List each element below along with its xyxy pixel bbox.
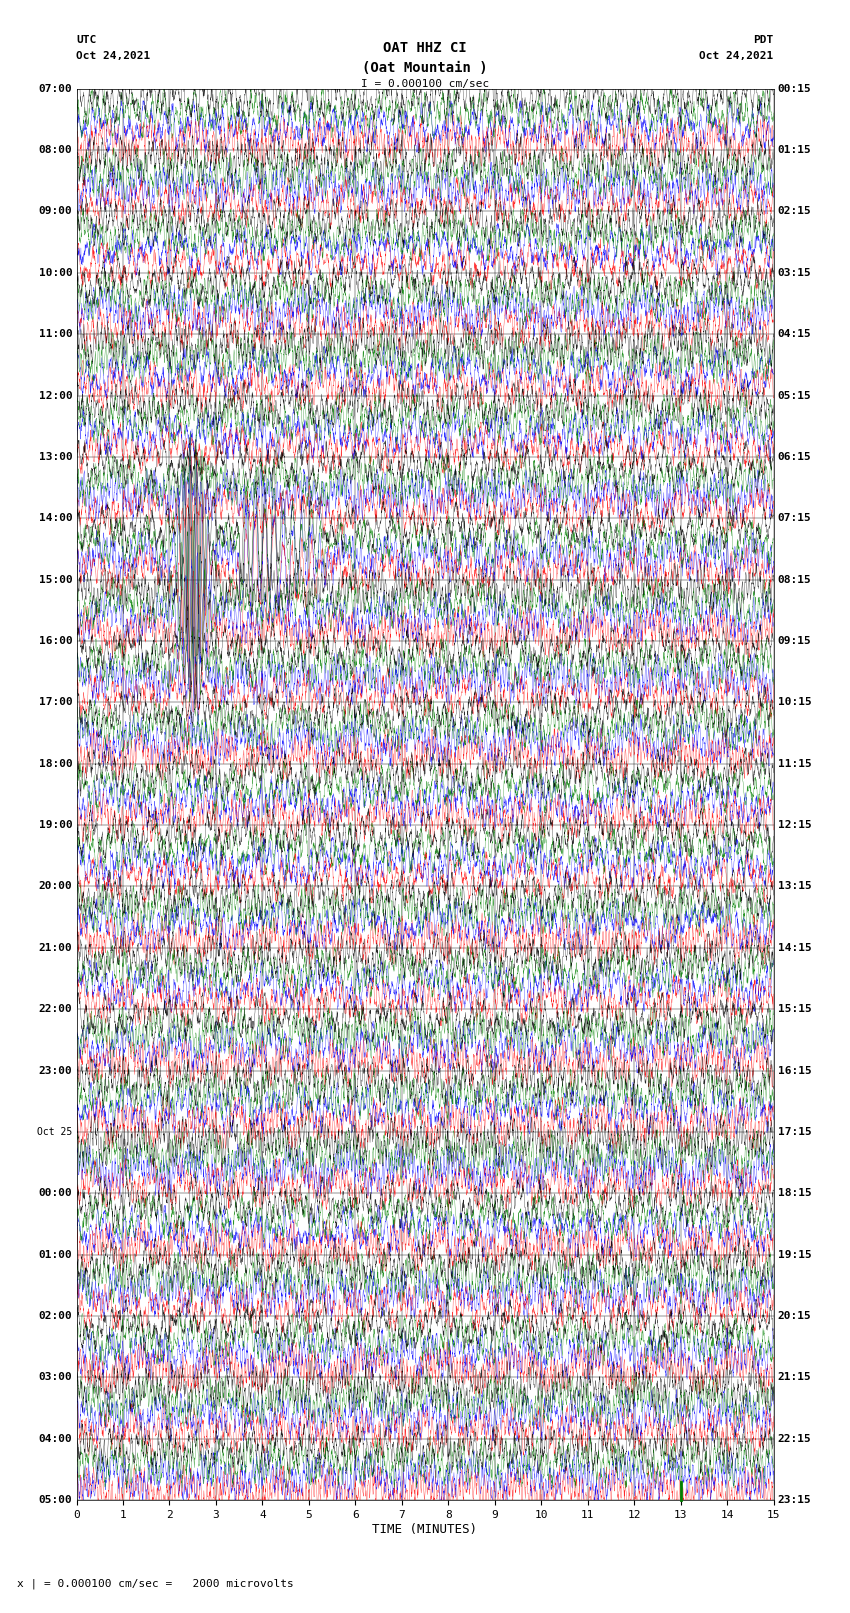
Text: 22:00: 22:00 [38, 1005, 72, 1015]
Text: 14:00: 14:00 [38, 513, 72, 523]
Text: 07:00: 07:00 [38, 84, 72, 94]
Text: 18:15: 18:15 [778, 1189, 812, 1198]
Text: 18:00: 18:00 [38, 758, 72, 769]
Text: 10:15: 10:15 [778, 697, 812, 708]
Text: 19:00: 19:00 [38, 819, 72, 831]
Text: 21:15: 21:15 [778, 1373, 812, 1382]
Text: Oct 25: Oct 25 [37, 1127, 72, 1137]
Text: 10:00: 10:00 [38, 268, 72, 277]
Text: 19:15: 19:15 [778, 1250, 812, 1260]
Text: 20:15: 20:15 [778, 1311, 812, 1321]
Text: 05:15: 05:15 [778, 390, 812, 400]
Text: OAT HHZ CI: OAT HHZ CI [383, 42, 467, 55]
Text: 00:00: 00:00 [38, 1189, 72, 1198]
Text: (Oat Mountain ): (Oat Mountain ) [362, 61, 488, 74]
Text: 21:00: 21:00 [38, 944, 72, 953]
Text: 17:00: 17:00 [38, 697, 72, 708]
Text: 03:00: 03:00 [38, 1373, 72, 1382]
Text: Oct 24,2021: Oct 24,2021 [700, 52, 774, 61]
Text: 02:15: 02:15 [778, 206, 812, 216]
Text: I = 0.000100 cm/sec: I = 0.000100 cm/sec [361, 79, 489, 89]
Text: 02:00: 02:00 [38, 1311, 72, 1321]
Text: 08:15: 08:15 [778, 574, 812, 584]
Text: 00:15: 00:15 [778, 84, 812, 94]
Text: 08:00: 08:00 [38, 145, 72, 155]
Text: 09:15: 09:15 [778, 636, 812, 645]
Text: 04:15: 04:15 [778, 329, 812, 339]
Text: 20:00: 20:00 [38, 881, 72, 892]
Text: 11:15: 11:15 [778, 758, 812, 769]
Text: 16:00: 16:00 [38, 636, 72, 645]
Text: 01:00: 01:00 [38, 1250, 72, 1260]
X-axis label: TIME (MINUTES): TIME (MINUTES) [372, 1523, 478, 1536]
Text: 11:00: 11:00 [38, 329, 72, 339]
Text: 05:00: 05:00 [38, 1495, 72, 1505]
Text: 15:00: 15:00 [38, 574, 72, 584]
Text: 12:15: 12:15 [778, 819, 812, 831]
Text: PDT: PDT [753, 35, 774, 45]
Text: 06:15: 06:15 [778, 452, 812, 461]
Text: 17:15: 17:15 [778, 1127, 812, 1137]
Text: 12:00: 12:00 [38, 390, 72, 400]
Text: UTC: UTC [76, 35, 97, 45]
Text: 04:00: 04:00 [38, 1434, 72, 1444]
Text: 14:15: 14:15 [778, 944, 812, 953]
Text: Oct 24,2021: Oct 24,2021 [76, 52, 150, 61]
Text: 23:00: 23:00 [38, 1066, 72, 1076]
Text: 22:15: 22:15 [778, 1434, 812, 1444]
Text: 13:00: 13:00 [38, 452, 72, 461]
Text: 16:15: 16:15 [778, 1066, 812, 1076]
Text: 13:15: 13:15 [778, 881, 812, 892]
Text: 23:15: 23:15 [778, 1495, 812, 1505]
Text: x | = 0.000100 cm/sec =   2000 microvolts: x | = 0.000100 cm/sec = 2000 microvolts [17, 1579, 294, 1589]
Text: 15:15: 15:15 [778, 1005, 812, 1015]
Text: 09:00: 09:00 [38, 206, 72, 216]
Text: 07:15: 07:15 [778, 513, 812, 523]
Text: 03:15: 03:15 [778, 268, 812, 277]
Text: 01:15: 01:15 [778, 145, 812, 155]
